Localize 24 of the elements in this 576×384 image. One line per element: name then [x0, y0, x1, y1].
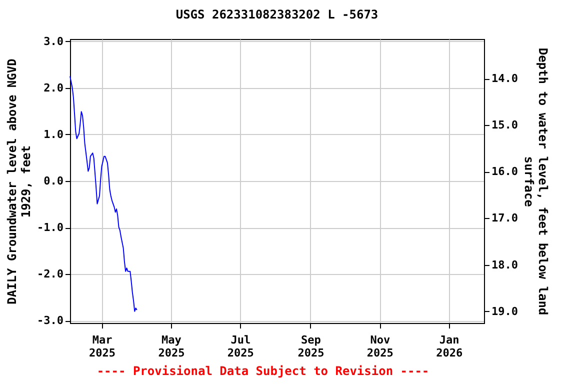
x-tick-label: Jan 2026 — [436, 334, 463, 360]
y-tick-label: -3.0 — [37, 314, 64, 328]
text: ---- Provisional Data Subject to Revision ---- — [96, 364, 430, 378]
chart-title: USGS 262331082383202 L -5673 — [176, 7, 378, 22]
y2-tick-label: 18.0 — [492, 258, 518, 272]
y2-tick-label: 17.0 — [492, 212, 518, 225]
y2-tick-label: 14.0 — [492, 72, 518, 86]
x-tick-label: Sep 2025 — [298, 334, 324, 360]
y2-tick-label: 19.0 — [492, 304, 518, 318]
x-tick-label: Nov 2025 — [366, 334, 394, 360]
line-series — [70, 76, 138, 312]
y-tick-label: -1.0 — [37, 221, 64, 234]
x-tick-label: Mar 2025 — [89, 334, 116, 360]
y-tick-label: 3.0 — [44, 34, 64, 48]
x-tick-label: May 2025 — [158, 334, 185, 360]
y-tick-label: 0.0 — [44, 174, 64, 188]
y-axis-title: DAILY Groundwater level above NGVD 1929, feet — [5, 58, 34, 304]
y2-tick-label: 15.0 — [492, 118, 518, 132]
y2-tick-label: 16.0 — [492, 165, 518, 178]
x-tick-label: Jul 2025 — [227, 334, 254, 360]
y2-axis-title: Depth to water level, feet below land surface — [522, 48, 550, 316]
y-tick-label: 1.0 — [44, 128, 64, 141]
y-tick-label: -2.0 — [37, 268, 64, 281]
y-tick-label: 2.0 — [44, 81, 64, 94]
